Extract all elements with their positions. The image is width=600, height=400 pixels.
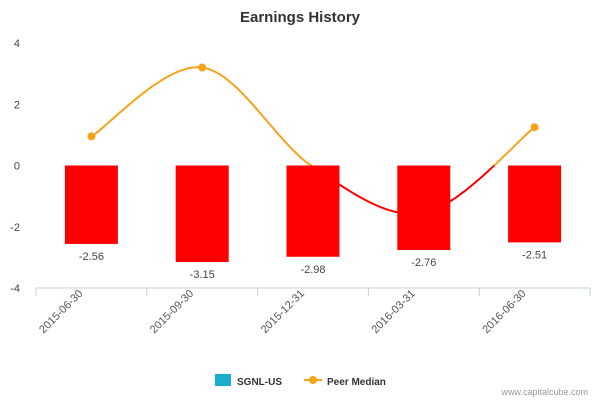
x-tick-label: 2015-09-30 — [148, 288, 196, 336]
x-tick-label: 2015-12-31 — [259, 288, 307, 336]
bars — [64, 165, 562, 262]
peer-median-marker[interactable] — [198, 63, 207, 72]
y-tick-label: -4 — [10, 283, 20, 295]
bar-data-label: -2.51 — [522, 249, 547, 261]
legend-label-peer[interactable]: Peer Median — [327, 377, 386, 388]
legend-label-sgnl[interactable]: SGNL-US — [237, 377, 282, 388]
y-tick-label: 2 — [14, 99, 20, 111]
y-tick-label: 4 — [14, 38, 20, 50]
x-tick-label: 2016-03-31 — [370, 288, 418, 336]
y-axis-ticks: 4 2 0 -2 -4 — [10, 38, 20, 295]
bar-2016-06-30[interactable] — [508, 165, 562, 243]
y-tick-label: -2 — [10, 222, 20, 234]
peer-median-line-negative[interactable] — [310, 164, 495, 215]
bar-2015-06-30[interactable] — [64, 165, 118, 244]
bar-data-label: -3.15 — [190, 269, 215, 281]
x-tick-label: 2015-06-30 — [37, 288, 85, 336]
legend: SGNL-US Peer Median — [215, 374, 386, 388]
bar-data-label: -2.76 — [411, 257, 436, 269]
peer-median-marker[interactable] — [530, 123, 539, 132]
peer-median-series — [87, 63, 539, 215]
x-axis-ticks: 2015-06-30 2015-09-30 2015-12-31 2016-03-31… — [35, 288, 591, 336]
credit-text[interactable]: www.capitalcube.com — [500, 387, 588, 397]
bar-data-label: -2.56 — [79, 251, 104, 263]
bar-2016-03-31[interactable] — [397, 165, 451, 251]
y-tick-label: 0 — [14, 161, 20, 173]
legend-marker-peer[interactable] — [309, 376, 317, 384]
x-tick-label: 2016-06-30 — [480, 288, 528, 336]
legend-swatch-sgnl[interactable] — [215, 374, 231, 386]
bar-2015-09-30[interactable] — [175, 165, 229, 262]
data-labels: -2.56 -3.15 -2.98 -2.76 -2.51 — [79, 249, 547, 281]
peer-median-line[interactable] — [90, 66, 312, 167]
bar-data-label: -2.98 — [300, 264, 325, 276]
peer-median-marker[interactable] — [87, 132, 96, 141]
bar-2015-12-31[interactable] — [286, 165, 340, 257]
peer-median-line[interactable] — [493, 126, 536, 167]
chart-title: Earnings History — [240, 9, 361, 26]
